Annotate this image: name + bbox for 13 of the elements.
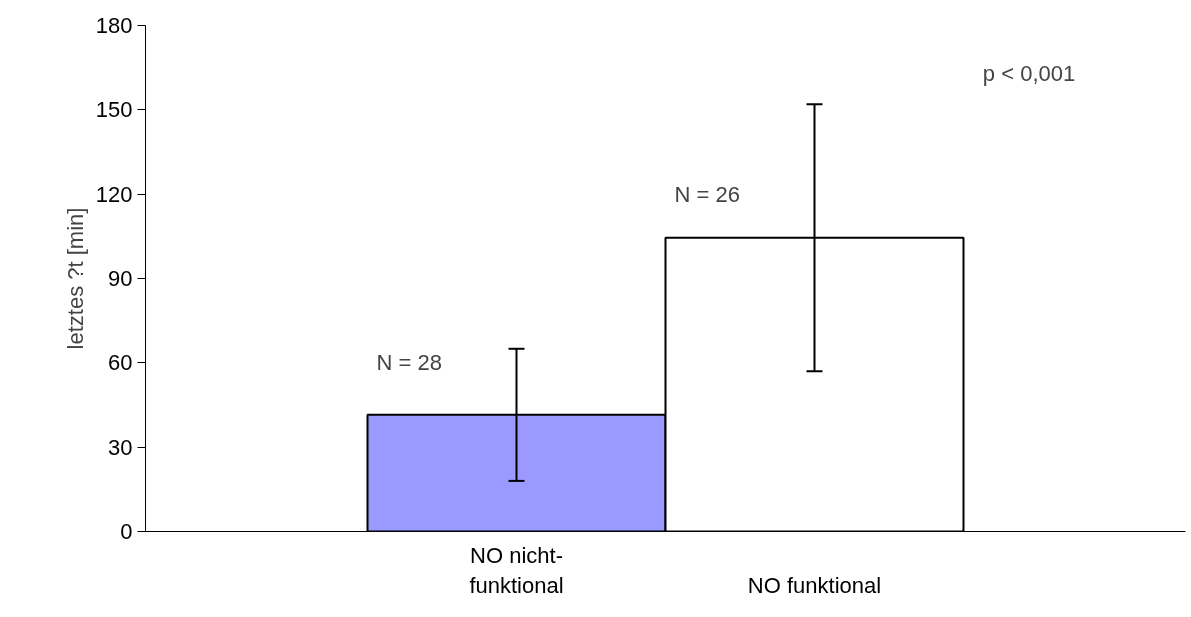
annotation: N = 28 bbox=[376, 350, 442, 376]
y-tick-label: 120 bbox=[95, 181, 133, 207]
annotation: N = 26 bbox=[674, 181, 740, 207]
y-tick-label: 150 bbox=[95, 97, 133, 123]
y-tick-label: 90 bbox=[108, 266, 133, 291]
y-tick-label: 60 bbox=[108, 350, 133, 376]
annotation: p < 0,001 bbox=[982, 60, 1076, 86]
x-tick-label: NO funktional bbox=[747, 572, 882, 598]
y-tick-label: 180 bbox=[95, 13, 133, 38]
y-tick-label: 30 bbox=[108, 434, 133, 460]
y-axis-title: letztes ?t [min] bbox=[62, 207, 88, 350]
x-tick-label: NO nicht- funktional bbox=[469, 542, 564, 598]
y-tick-label: 0 bbox=[120, 519, 133, 544]
